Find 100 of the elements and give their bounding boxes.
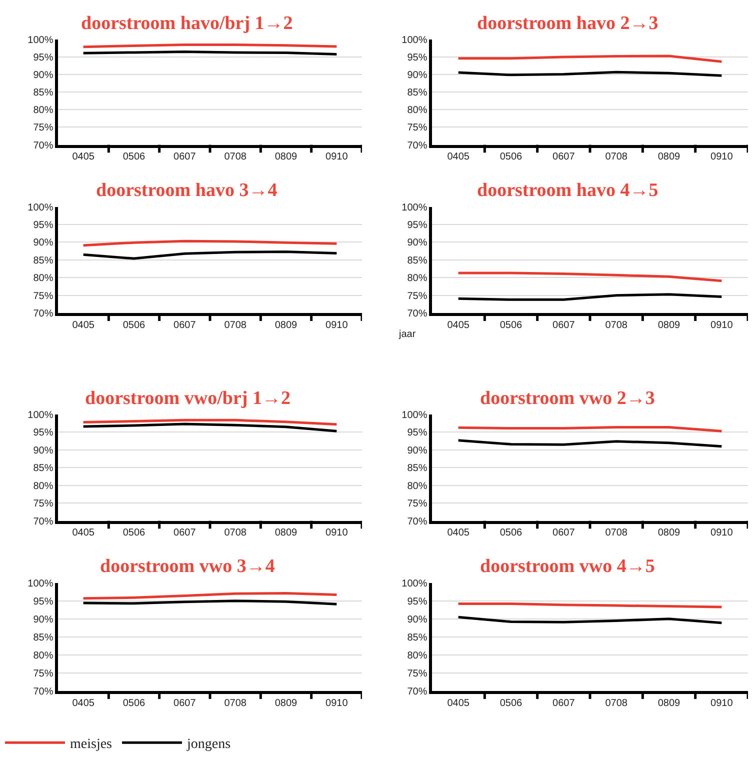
x-tick-label: 0405 (72, 698, 95, 709)
y-tick-label: 100% (28, 578, 54, 590)
y-tick-label: 80% (407, 650, 428, 662)
x-tick-label: 0405 (447, 152, 470, 163)
x-tick-label: 0809 (658, 152, 681, 163)
y-tick-label: 75% (407, 290, 428, 302)
x-tick-label: 0607 (174, 698, 196, 709)
x-tick-label: 0910 (710, 320, 734, 331)
x-tick-label: 0607 (174, 320, 196, 331)
x-tick-label: 0910 (710, 528, 734, 539)
x-tick-label: 0405 (447, 528, 470, 539)
x-tick-label: 0506 (500, 528, 523, 539)
y-tick-label: 95% (407, 220, 428, 232)
legend-label: jongens (186, 737, 231, 752)
x-tick-label: 0910 (326, 320, 348, 331)
y-tick-label: 80% (407, 105, 428, 116)
y-tick-label: 100% (402, 202, 428, 214)
y-tick-label: 90% (33, 614, 54, 626)
x-tick-label: 0708 (605, 320, 628, 331)
line-series (457, 272, 723, 282)
y-tick-label: 70% (33, 308, 54, 320)
x-tick-label: 0708 (224, 320, 247, 331)
y-tick-label: 85% (407, 632, 428, 644)
line-series (457, 439, 723, 448)
x-tick-label: 0809 (658, 698, 681, 709)
x-tick-label: 0607 (552, 528, 576, 539)
y-tick-label: 95% (33, 596, 54, 608)
x-tick-label: 0607 (174, 152, 196, 163)
x-tick-label: 0506 (500, 152, 523, 163)
y-tick-label: 85% (407, 463, 428, 474)
y-tick-label: 75% (33, 498, 54, 510)
y-tick-label: 70% (407, 308, 428, 320)
y-tick-label: 70% (33, 140, 54, 152)
x-tick-label: 0506 (500, 320, 523, 331)
x-tick-label: 0809 (274, 152, 298, 163)
line-series (82, 422, 338, 432)
x-tick-label: 0607 (552, 152, 576, 163)
y-tick-label: 90% (407, 445, 428, 456)
x-tick-label: 0607 (552, 698, 576, 709)
y-tick-label: 85% (33, 632, 54, 644)
y-tick-label: 85% (33, 463, 54, 474)
y-tick-label: 85% (407, 255, 428, 266)
y-tick-label: 80% (407, 273, 428, 284)
y-tick-label: 100% (28, 202, 54, 214)
y-tick-label: 80% (33, 480, 54, 492)
y-tick-label: 80% (407, 480, 428, 492)
x-tick-label: 0405 (72, 528, 95, 539)
x-tick-label: 0405 (72, 320, 95, 331)
y-tick-label: 70% (407, 140, 428, 152)
chart-title: doorstroom havo/brj 1→2 (81, 13, 293, 34)
x-tick-label: 0910 (710, 698, 734, 709)
y-tick-label: 90% (407, 238, 428, 249)
y-tick-label: 70% (33, 686, 54, 698)
y-tick-label: 85% (407, 88, 428, 99)
x-tick-label: 0809 (274, 698, 298, 709)
y-tick-label: 95% (407, 428, 428, 439)
x-tick-label: 0607 (174, 528, 196, 539)
y-tick-label: 100% (28, 410, 54, 421)
y-tick-label: 95% (33, 52, 54, 64)
y-tick-label: 75% (33, 668, 54, 680)
x-tick-label: 0506 (122, 320, 146, 331)
x-tick-label: 0809 (274, 528, 298, 539)
y-tick-label: 95% (33, 220, 54, 232)
x-tick-label: 0910 (326, 528, 348, 539)
y-tick-label: 80% (33, 273, 54, 284)
x-tick-label: 0506 (122, 528, 146, 539)
chart-title: doorstroom vwo/brj 1→2 (85, 388, 290, 409)
y-tick-label: 90% (33, 445, 54, 456)
y-tick-label: 95% (407, 52, 428, 64)
y-tick-label: 95% (33, 428, 54, 439)
x-tick-label: 0708 (224, 152, 247, 163)
y-tick-label: 70% (407, 516, 428, 528)
y-tick-label: 75% (407, 122, 428, 134)
y-tick-label: 80% (33, 650, 54, 662)
y-tick-label: 100% (402, 34, 428, 46)
y-tick-label: 100% (402, 578, 428, 590)
chart-title: doorstroom havo 3→4 (96, 180, 278, 201)
x-tick-label: 0405 (72, 152, 95, 163)
x-tick-label: 0708 (605, 528, 628, 539)
y-tick-label: 90% (33, 238, 54, 249)
y-tick-label: 80% (33, 105, 54, 116)
x-tick-label: 0708 (605, 698, 628, 709)
y-tick-label: 70% (33, 516, 54, 528)
chart-title: doorstroom vwo 2→3 (480, 388, 655, 409)
y-tick-label: 90% (407, 614, 428, 626)
y-tick-label: 100% (28, 34, 54, 46)
x-axis-title: jaar (398, 329, 416, 340)
x-tick-label: 0809 (658, 320, 681, 331)
chart-title: doorstroom vwo 3→4 (100, 556, 276, 577)
x-tick-label: 0910 (710, 152, 734, 163)
y-tick-label: 95% (407, 596, 428, 608)
y-tick-label: 90% (33, 70, 54, 82)
x-tick-label: 0809 (274, 320, 298, 331)
x-tick-label: 0910 (326, 152, 348, 163)
y-tick-label: 70% (407, 686, 428, 698)
chart-title: doorstroom vwo 4→5 (480, 556, 655, 577)
x-tick-label: 0607 (552, 320, 576, 331)
x-tick-label: 0708 (224, 528, 247, 539)
y-tick-label: 75% (33, 290, 54, 302)
x-tick-label: 0405 (447, 698, 470, 709)
